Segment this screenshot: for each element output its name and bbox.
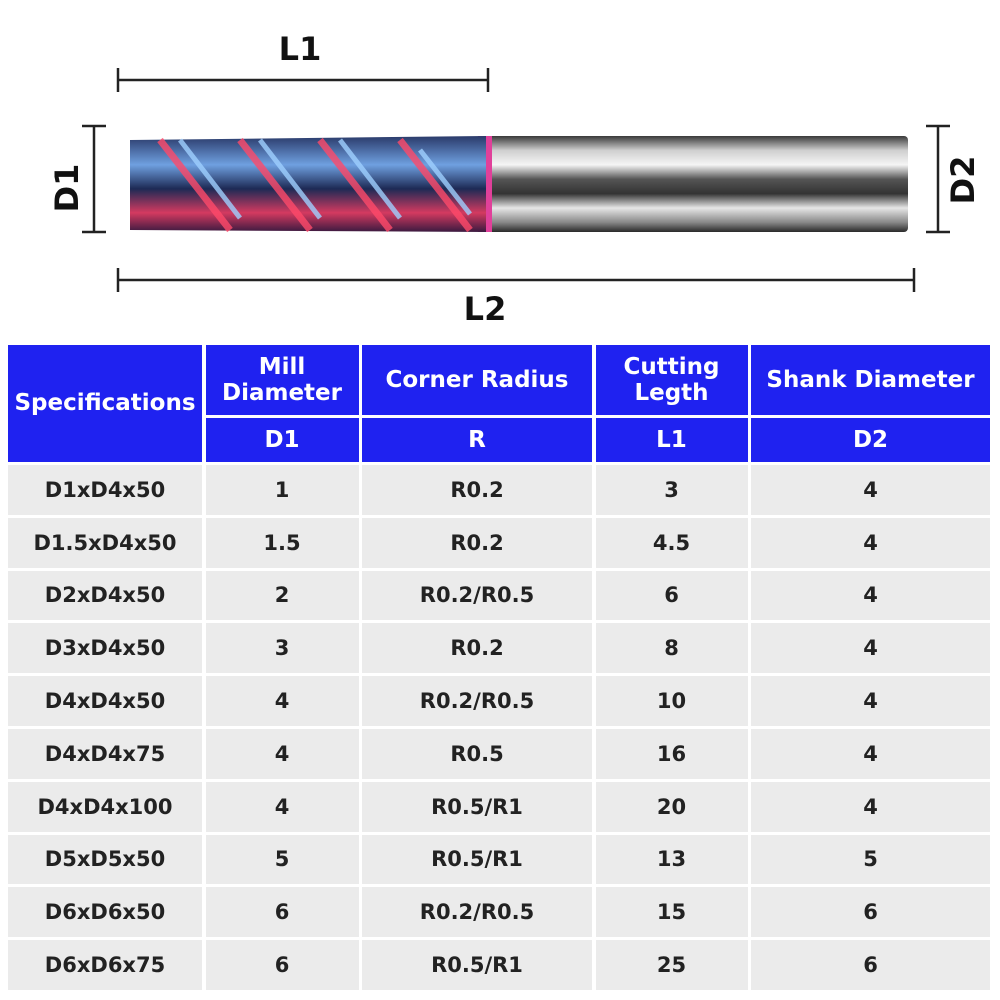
- header-symbol: R: [362, 418, 592, 462]
- table-cell: R0.2: [362, 465, 592, 515]
- table-cell: 4: [751, 570, 990, 621]
- table-cell: 5: [205, 834, 359, 885]
- table-cell: R0.2: [362, 517, 592, 568]
- header-symbol: D1: [205, 418, 359, 462]
- table-cell: 4: [751, 517, 990, 568]
- table-cell: 4: [205, 728, 359, 779]
- header-cell: Mill Diameter: [205, 345, 359, 415]
- table-cell: 1.5: [205, 517, 359, 568]
- end-mill: [130, 136, 908, 233]
- table-cell: 20: [595, 781, 748, 832]
- table-cell: 5: [751, 834, 990, 885]
- table-cell: D4xD4x50: [8, 676, 202, 726]
- table-cell: R0.5/R1: [362, 940, 592, 990]
- table-cell: 4: [751, 465, 990, 515]
- table-cell: 3: [205, 623, 359, 674]
- table-cell: D3xD4x50: [8, 623, 202, 674]
- table-cell: R0.5/R1: [362, 834, 592, 885]
- table-cell: 4: [205, 676, 359, 726]
- table-cell: R0.2/R0.5: [362, 570, 592, 621]
- table-cell: R0.2/R0.5: [362, 676, 592, 726]
- table-cell: 4: [751, 728, 990, 779]
- table-cell: 1: [205, 465, 359, 515]
- table-cell: D5xD5x50: [8, 834, 202, 885]
- table-cell: R0.5/R1: [362, 781, 592, 832]
- table-cell: 4.5: [595, 517, 748, 568]
- table-cell: 3: [595, 465, 748, 515]
- table-cell: 4: [205, 781, 359, 832]
- header-symbol: D2: [751, 418, 990, 462]
- table-cell: 10: [595, 676, 748, 726]
- table-cell: 6: [595, 570, 748, 621]
- table-cell: 2: [205, 570, 359, 621]
- header-cell: Specifications: [8, 345, 202, 462]
- table-cell: R0.2/R0.5: [362, 887, 592, 938]
- table-cell: 4: [751, 676, 990, 726]
- table-cell: D6xD6x75: [8, 940, 202, 990]
- dimension-lines: [82, 68, 950, 292]
- d1-label: D1: [48, 164, 86, 213]
- header-cell: Shank Diameter: [751, 345, 990, 415]
- l2-label: L2: [464, 290, 507, 328]
- spec-table: Specifications Mill Diameter D1 Corner Radi…: [8, 345, 990, 990]
- table-cell: 8: [595, 623, 748, 674]
- table-cell: 16: [595, 728, 748, 779]
- table-cell: D1.5xD4x50: [8, 517, 202, 568]
- table-cell: 6: [205, 887, 359, 938]
- table-cell: 4: [751, 781, 990, 832]
- table-cell: D1xD4x50: [8, 465, 202, 515]
- table-cell: 4: [751, 623, 990, 674]
- header-cell: Corner Radius: [362, 345, 592, 415]
- table-cell: 15: [595, 887, 748, 938]
- diagram: L1 D1 D2 L2: [48, 30, 982, 328]
- header-cell: Cutting Legth: [595, 345, 748, 415]
- table-cell: D4xD4x100: [8, 781, 202, 832]
- table-cell: R0.5: [362, 728, 592, 779]
- table-cell: 6: [751, 940, 990, 990]
- header-symbol: L1: [595, 418, 748, 462]
- table-cell: D4xD4x75: [8, 728, 202, 779]
- l1-label: L1: [279, 30, 322, 68]
- table-cell: D2xD4x50: [8, 570, 202, 621]
- table-cell: 25: [595, 940, 748, 990]
- table-cell: D6xD6x50: [8, 887, 202, 938]
- table-cell: 6: [205, 940, 359, 990]
- table-cell: 13: [595, 834, 748, 885]
- d2-label: D2: [944, 156, 982, 205]
- table-cell: R0.2: [362, 623, 592, 674]
- table-cell: 6: [751, 887, 990, 938]
